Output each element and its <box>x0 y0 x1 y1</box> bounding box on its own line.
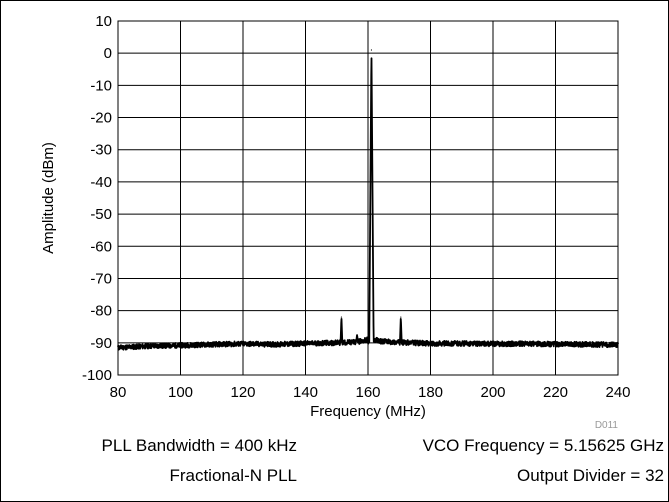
x-tick-label: 240 <box>605 384 630 401</box>
grid <box>117 20 619 376</box>
spectrum-trace <box>117 57 619 351</box>
x-tick-label: 180 <box>418 384 443 401</box>
y-tick-label: -30 <box>90 142 112 159</box>
spectral-peak-point <box>384 339 386 341</box>
y-tick-label: 10 <box>95 13 112 30</box>
spectral-peak-point <box>340 316 343 318</box>
y-tick-label: -40 <box>90 174 112 191</box>
x-axis-label: Frequency (MHz) <box>310 403 426 420</box>
y-axis-label: Amplitude (dBm) <box>40 142 57 254</box>
pll-bandwidth-note: PLL Bandwidth = 400 kHz <box>101 436 297 455</box>
x-tick-labels: 80 100 120 140 160 180 200 220 240 <box>110 384 631 401</box>
x-tick-label: 220 <box>543 384 568 401</box>
x-tick-label: 120 <box>230 384 255 401</box>
y-tick-label: -100 <box>82 367 112 384</box>
x-tick-label: 100 <box>168 384 193 401</box>
y-tick-label: -60 <box>90 238 112 255</box>
y-tick-label: -90 <box>90 335 112 352</box>
y-tick-label: -80 <box>90 303 112 320</box>
spectral-peak-point <box>356 334 358 336</box>
pll-mode-note: Fractional-N PLL <box>169 466 297 485</box>
y-tick-labels: 10 0 -10 -20 -30 -40 -50 -60 -70 -80 -90 -100 <box>82 13 112 384</box>
spectral-peak-point <box>400 316 402 318</box>
y-tick-label: 0 <box>104 45 112 62</box>
figure-id-label: D011 <box>595 420 619 431</box>
y-tick-label: -10 <box>90 77 112 94</box>
y-tick-label: -70 <box>90 270 112 287</box>
x-tick-label: 160 <box>355 384 380 401</box>
x-tick-label: 140 <box>293 384 318 401</box>
y-tick-label: -20 <box>90 110 112 127</box>
x-tick-label: 200 <box>480 384 505 401</box>
series-layer <box>117 49 619 351</box>
vco-frequency-note: VCO Frequency = 5.15625 GHz <box>422 436 664 455</box>
output-divider-note: Output Divider = 32 <box>517 466 664 485</box>
y-tick-label: -50 <box>90 206 112 223</box>
plot-area-border <box>117 20 619 376</box>
x-tick-label: 80 <box>110 384 127 401</box>
spectral-peak-point <box>370 49 373 51</box>
